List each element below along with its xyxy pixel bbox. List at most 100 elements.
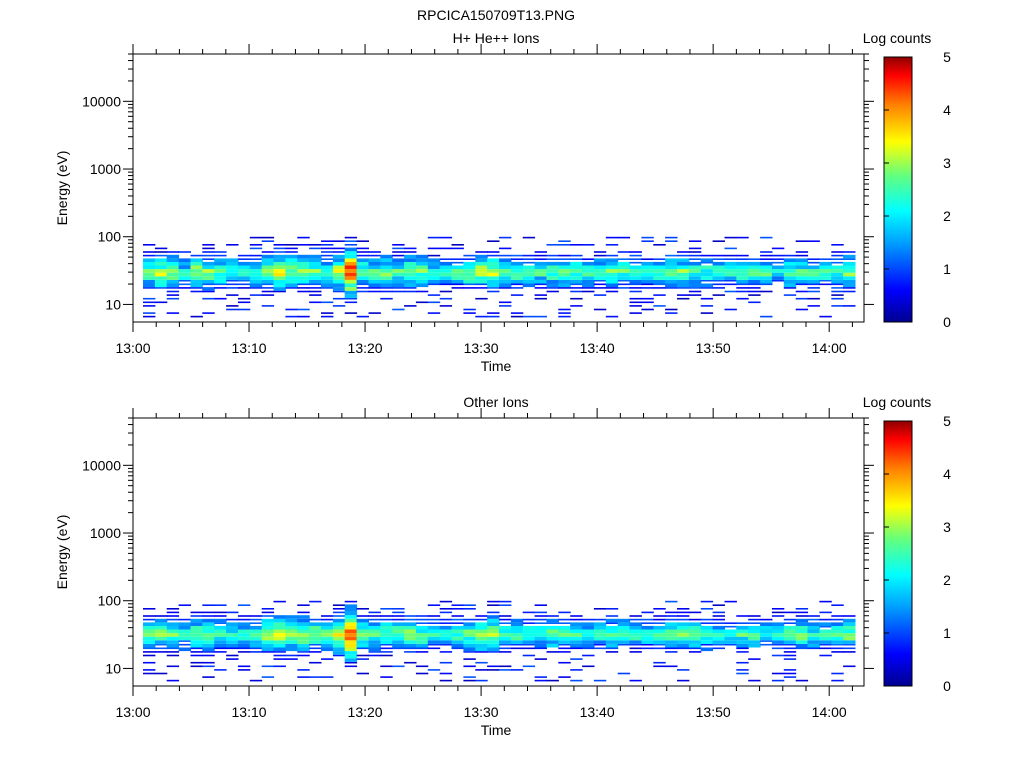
heatmap-cell — [368, 633, 381, 637]
heatmap-cell — [356, 251, 369, 253]
heatmap-cell — [807, 279, 820, 284]
heatmap-cell — [380, 258, 393, 262]
heatmap-cell — [309, 290, 322, 293]
heatmap-cell — [309, 622, 322, 626]
heatmap-cell — [380, 654, 393, 657]
heatmap-cell — [356, 276, 369, 280]
heatmap-cell — [143, 276, 156, 280]
heatmap-cell — [356, 258, 369, 262]
colorbar-tick-label: 0 — [943, 678, 951, 694]
heatmap-cell — [463, 287, 476, 289]
heatmap-cell — [677, 679, 690, 682]
heatmap-cell — [237, 647, 251, 650]
heatmap-cell — [463, 636, 476, 641]
heatmap-cell — [522, 629, 536, 634]
heatmap-cell — [795, 643, 809, 648]
heatmap-cell — [795, 640, 809, 644]
heatmap-cell — [724, 261, 737, 266]
x-tick-label: 13:10 — [232, 340, 267, 356]
x-axis-ticks: 13:00 13:10 13:20 13:30 13:40 13:50 14:00 — [115, 408, 853, 720]
heatmap-cell — [415, 629, 429, 634]
heatmap-cell — [249, 647, 263, 650]
heatmap-cell — [499, 272, 512, 277]
heatmap-cell — [202, 615, 215, 617]
heatmap-cell — [380, 643, 393, 646]
heatmap-cell — [214, 604, 227, 606]
heatmap-cell — [700, 279, 714, 282]
heatmap-cell — [356, 290, 369, 293]
heatmap-cell — [831, 618, 844, 621]
heatmap-cell — [285, 625, 298, 630]
heatmap-cell — [356, 247, 369, 250]
heatmap-cell — [415, 269, 429, 273]
heatmap-cell — [178, 604, 191, 606]
heatmap-cell — [570, 640, 583, 644]
heatmap-cell — [451, 247, 464, 250]
heatmap-cell — [475, 265, 488, 270]
heatmap-cell — [605, 636, 619, 641]
heatmap-cell — [356, 287, 369, 289]
heatmap-cell — [404, 643, 417, 648]
heatmap-cell — [392, 290, 405, 293]
heatmap-cell — [629, 301, 642, 304]
heatmap-cell — [546, 636, 559, 641]
heatmap-cell — [178, 251, 191, 253]
heatmap-cell — [249, 276, 263, 280]
heatmap-cell — [499, 279, 512, 284]
heatmap-cell — [510, 294, 524, 296]
heatmap-cell — [760, 618, 773, 621]
heatmap-cell — [404, 618, 417, 621]
heatmap-cell — [143, 651, 156, 653]
heatmap-cell — [261, 269, 275, 273]
heatmap-cell — [665, 651, 678, 653]
heatmap-cell — [273, 283, 286, 288]
heatmap-cell — [546, 244, 559, 246]
heatmap-cell — [404, 258, 417, 262]
heatmap-cell — [214, 265, 227, 270]
heatmap-cell — [380, 618, 393, 621]
heatmap-cell — [677, 265, 690, 270]
heatmap-cell — [427, 265, 441, 270]
heatmap-cell — [688, 247, 702, 250]
heatmap-cell — [665, 618, 678, 621]
heatmap-cell — [249, 283, 263, 288]
heatmap-cell — [356, 647, 369, 650]
heatmap-cell — [273, 658, 286, 660]
heatmap-cell — [143, 265, 156, 270]
heatmap-cell — [214, 269, 227, 273]
colorbar-scale — [883, 56, 913, 323]
heatmap-cell — [795, 633, 809, 637]
heatmap-cell — [297, 654, 310, 657]
heatmap-cell — [166, 294, 180, 296]
heatmap-cell — [510, 269, 524, 273]
heatmap-cell — [368, 287, 381, 289]
heatmap-cell — [380, 269, 393, 273]
heatmap-cell — [593, 254, 607, 257]
heatmap-cell — [593, 679, 607, 682]
heatmap-cell — [154, 640, 168, 644]
heatmap-cell — [819, 276, 832, 280]
heatmap-cell — [641, 261, 654, 266]
heatmap-cell — [285, 615, 298, 619]
heatmap-cell — [380, 665, 393, 668]
heatmap-cell — [617, 276, 631, 280]
heatmap-cell — [190, 265, 203, 270]
heatmap-cell — [665, 272, 678, 277]
heatmap-cell — [783, 647, 797, 650]
heatmap-cell — [392, 625, 405, 630]
heatmap-cell — [415, 261, 429, 266]
heatmap-cell — [475, 272, 488, 277]
heatmap-cell — [404, 305, 417, 307]
heatmap-cell — [143, 643, 156, 648]
heatmap-cell — [499, 283, 512, 288]
heatmap-cell — [605, 625, 619, 630]
heatmap-cell — [724, 643, 737, 646]
heatmap-cell — [202, 269, 215, 273]
heatmap-cell — [831, 254, 844, 257]
heatmap-cell — [700, 272, 714, 277]
heatmap-cell — [795, 618, 809, 623]
heatmap-cell — [297, 604, 310, 606]
heatmap-cell — [439, 608, 453, 610]
heatmap-cell — [665, 615, 678, 617]
heatmap-cell — [297, 290, 310, 293]
